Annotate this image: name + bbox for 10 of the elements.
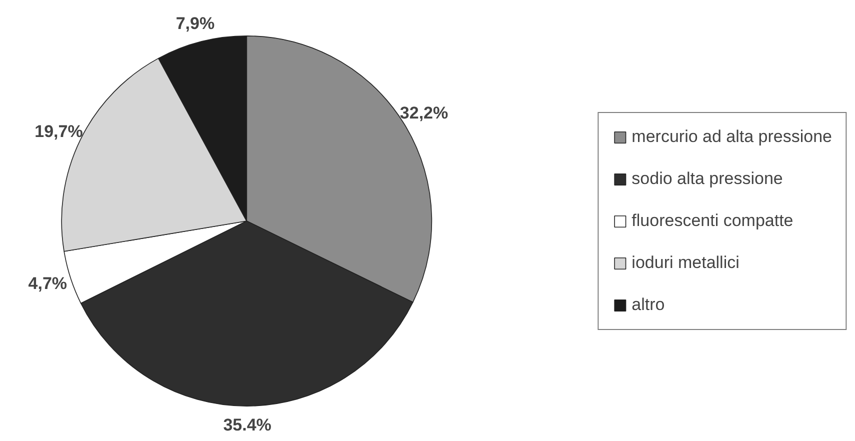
data-label: 19,7% (34, 122, 83, 142)
data-label: 35.4% (223, 415, 272, 434)
legend-label: fluorescenti compatte (632, 210, 794, 230)
data-label: 7,9% (176, 14, 215, 33)
legend-label: mercurio ad alta pressione (632, 126, 832, 146)
legend-label: ioduri metallici (632, 252, 740, 272)
data-label: 4,7% (28, 274, 68, 294)
legend-label: sodio alta pressione (632, 168, 783, 188)
legend-label: altro (632, 294, 665, 314)
data-label: 32,2% (400, 104, 448, 123)
